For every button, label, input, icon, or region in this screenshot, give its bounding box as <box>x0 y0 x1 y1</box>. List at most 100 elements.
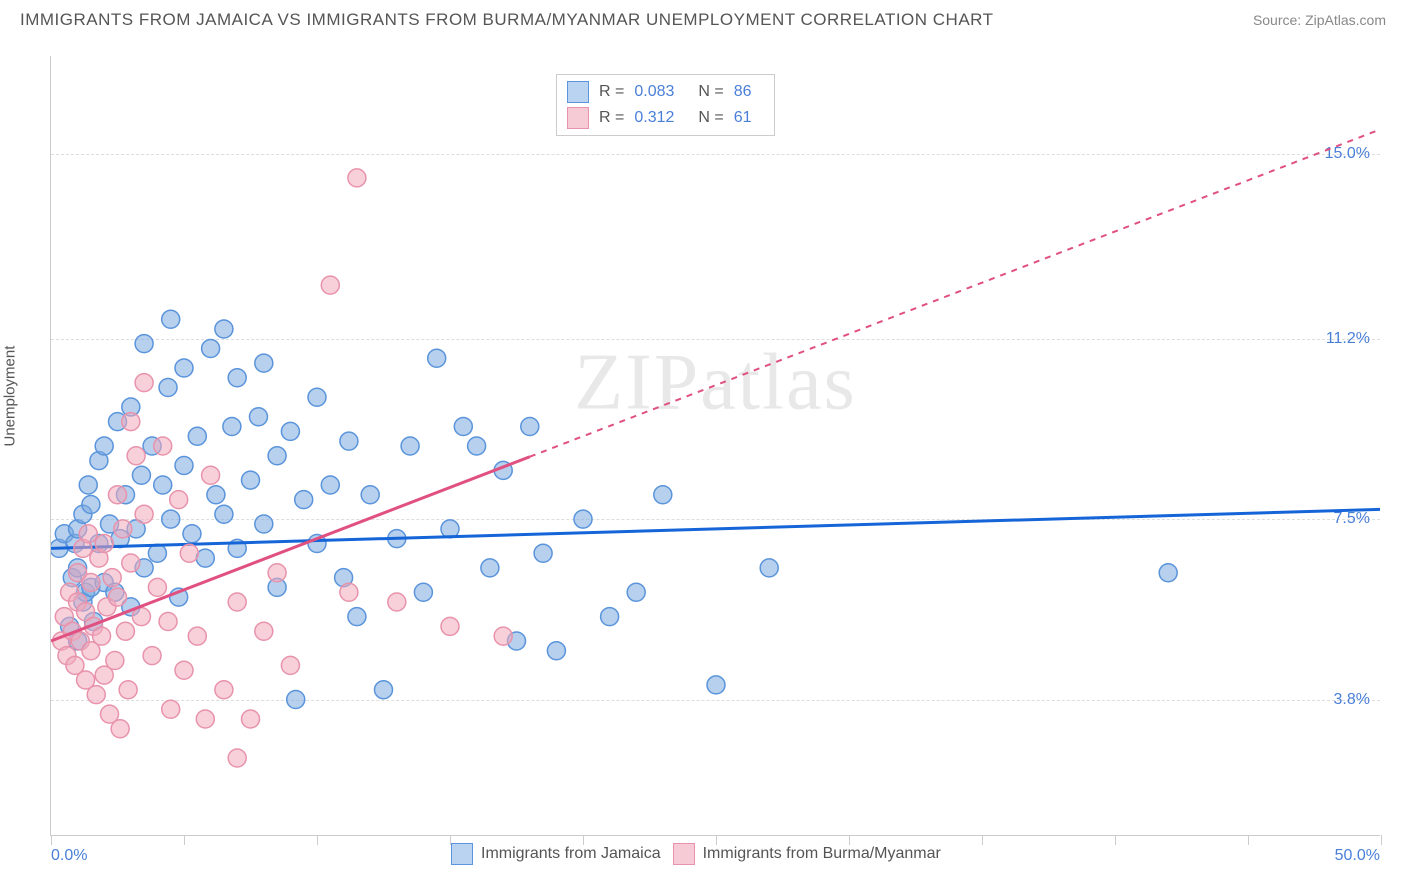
scatter-point <box>228 749 246 767</box>
scatter-point <box>175 661 193 679</box>
scatter-point <box>215 681 233 699</box>
scatter-point <box>188 627 206 645</box>
correlation-legend: R =0.083N =86R =0.312N =61 <box>556 74 775 136</box>
scatter-point <box>79 525 97 543</box>
scatter-point <box>135 335 153 353</box>
scatter-point <box>114 520 132 538</box>
legend-swatch <box>451 843 473 865</box>
scatter-point <box>375 681 393 699</box>
scatter-point <box>494 627 512 645</box>
scatter-point <box>255 354 273 372</box>
scatter-point <box>202 340 220 358</box>
legend-swatch <box>673 843 695 865</box>
scatter-point <box>154 476 172 494</box>
scatter-point <box>127 447 145 465</box>
r-value: 0.083 <box>634 83 688 101</box>
scatter-point <box>109 486 127 504</box>
scatter-point <box>103 569 121 587</box>
scatter-point <box>361 486 379 504</box>
scatter-point <box>159 379 177 397</box>
scatter-point <box>87 686 105 704</box>
scatter-point <box>255 515 273 533</box>
scatter-point <box>242 710 260 728</box>
scatter-point <box>95 535 113 553</box>
scatter-point <box>215 320 233 338</box>
legend-swatch <box>567 81 589 103</box>
scatter-point <box>162 700 180 718</box>
scatter-point <box>1159 564 1177 582</box>
scatter-point <box>116 622 134 640</box>
scatter-point <box>268 447 286 465</box>
scatter-point <box>148 544 166 562</box>
scatter-point <box>654 486 672 504</box>
scatter-point <box>132 608 150 626</box>
scatter-point <box>109 588 127 606</box>
scatter-point <box>170 491 188 509</box>
scatter-point <box>414 583 432 601</box>
header: IMMIGRANTS FROM JAMAICA VS IMMIGRANTS FR… <box>0 0 1406 38</box>
trend-line <box>51 457 530 641</box>
scatter-point <box>223 418 241 436</box>
scatter-point <box>183 525 201 543</box>
trend-line-dashed <box>530 129 1380 457</box>
scatter-point <box>340 583 358 601</box>
chart-container: Unemployment ZIPatlas R =0.083N =86R =0.… <box>0 38 1406 878</box>
scatter-point <box>574 510 592 528</box>
series-legend-item: Immigrants from Jamaica <box>451 843 661 865</box>
scatter-point <box>135 374 153 392</box>
scatter-point <box>401 437 419 455</box>
scatter-point <box>159 613 177 631</box>
scatter-point <box>215 505 233 523</box>
scatter-point <box>268 564 286 582</box>
scatter-point <box>348 169 366 187</box>
series-legend: Immigrants from JamaicaImmigrants from B… <box>451 843 941 865</box>
scatter-point <box>154 437 172 455</box>
scatter-point <box>79 476 97 494</box>
n-value: 61 <box>734 109 764 127</box>
scatter-point <box>207 486 225 504</box>
correlation-legend-row: R =0.312N =61 <box>567 105 764 131</box>
scatter-point <box>249 408 267 426</box>
n-label: N = <box>698 109 723 127</box>
scatter-point <box>228 369 246 387</box>
trend-line <box>51 509 1380 548</box>
scatter-point <box>308 388 326 406</box>
scatter-point <box>454 418 472 436</box>
r-label: R = <box>599 109 624 127</box>
scatter-point <box>468 437 486 455</box>
r-label: R = <box>599 83 624 101</box>
scatter-point <box>95 437 113 455</box>
x-start-label: 0.0% <box>51 847 87 865</box>
scatter-point <box>255 622 273 640</box>
scatter-point <box>196 710 214 728</box>
scatter-point <box>119 681 137 699</box>
correlation-legend-row: R =0.083N =86 <box>567 79 764 105</box>
scatter-point <box>388 593 406 611</box>
scatter-point <box>202 466 220 484</box>
scatter-point <box>82 574 100 592</box>
scatter-point <box>295 491 313 509</box>
source-text: Source: ZipAtlas.com <box>1253 12 1386 28</box>
scatter-point <box>143 647 161 665</box>
y-axis-label: Unemployment <box>2 346 19 447</box>
scatter-point <box>122 554 140 572</box>
scatter-point <box>547 642 565 660</box>
scatter-point <box>287 691 305 709</box>
scatter-point <box>175 457 193 475</box>
chart-title: IMMIGRANTS FROM JAMAICA VS IMMIGRANTS FR… <box>20 10 994 30</box>
legend-swatch <box>567 107 589 129</box>
scatter-point <box>321 476 339 494</box>
scatter-point <box>348 608 366 626</box>
scatter-point <box>148 578 166 596</box>
scatter-point <box>707 676 725 694</box>
scatter-point <box>111 720 129 738</box>
scatter-point <box>428 349 446 367</box>
scatter-point <box>281 422 299 440</box>
scatter-point <box>321 276 339 294</box>
scatter-point <box>281 656 299 674</box>
scatter-point <box>132 466 150 484</box>
scatter-point <box>93 627 111 645</box>
scatter-point <box>340 432 358 450</box>
n-value: 86 <box>734 83 764 101</box>
scatter-point <box>601 608 619 626</box>
